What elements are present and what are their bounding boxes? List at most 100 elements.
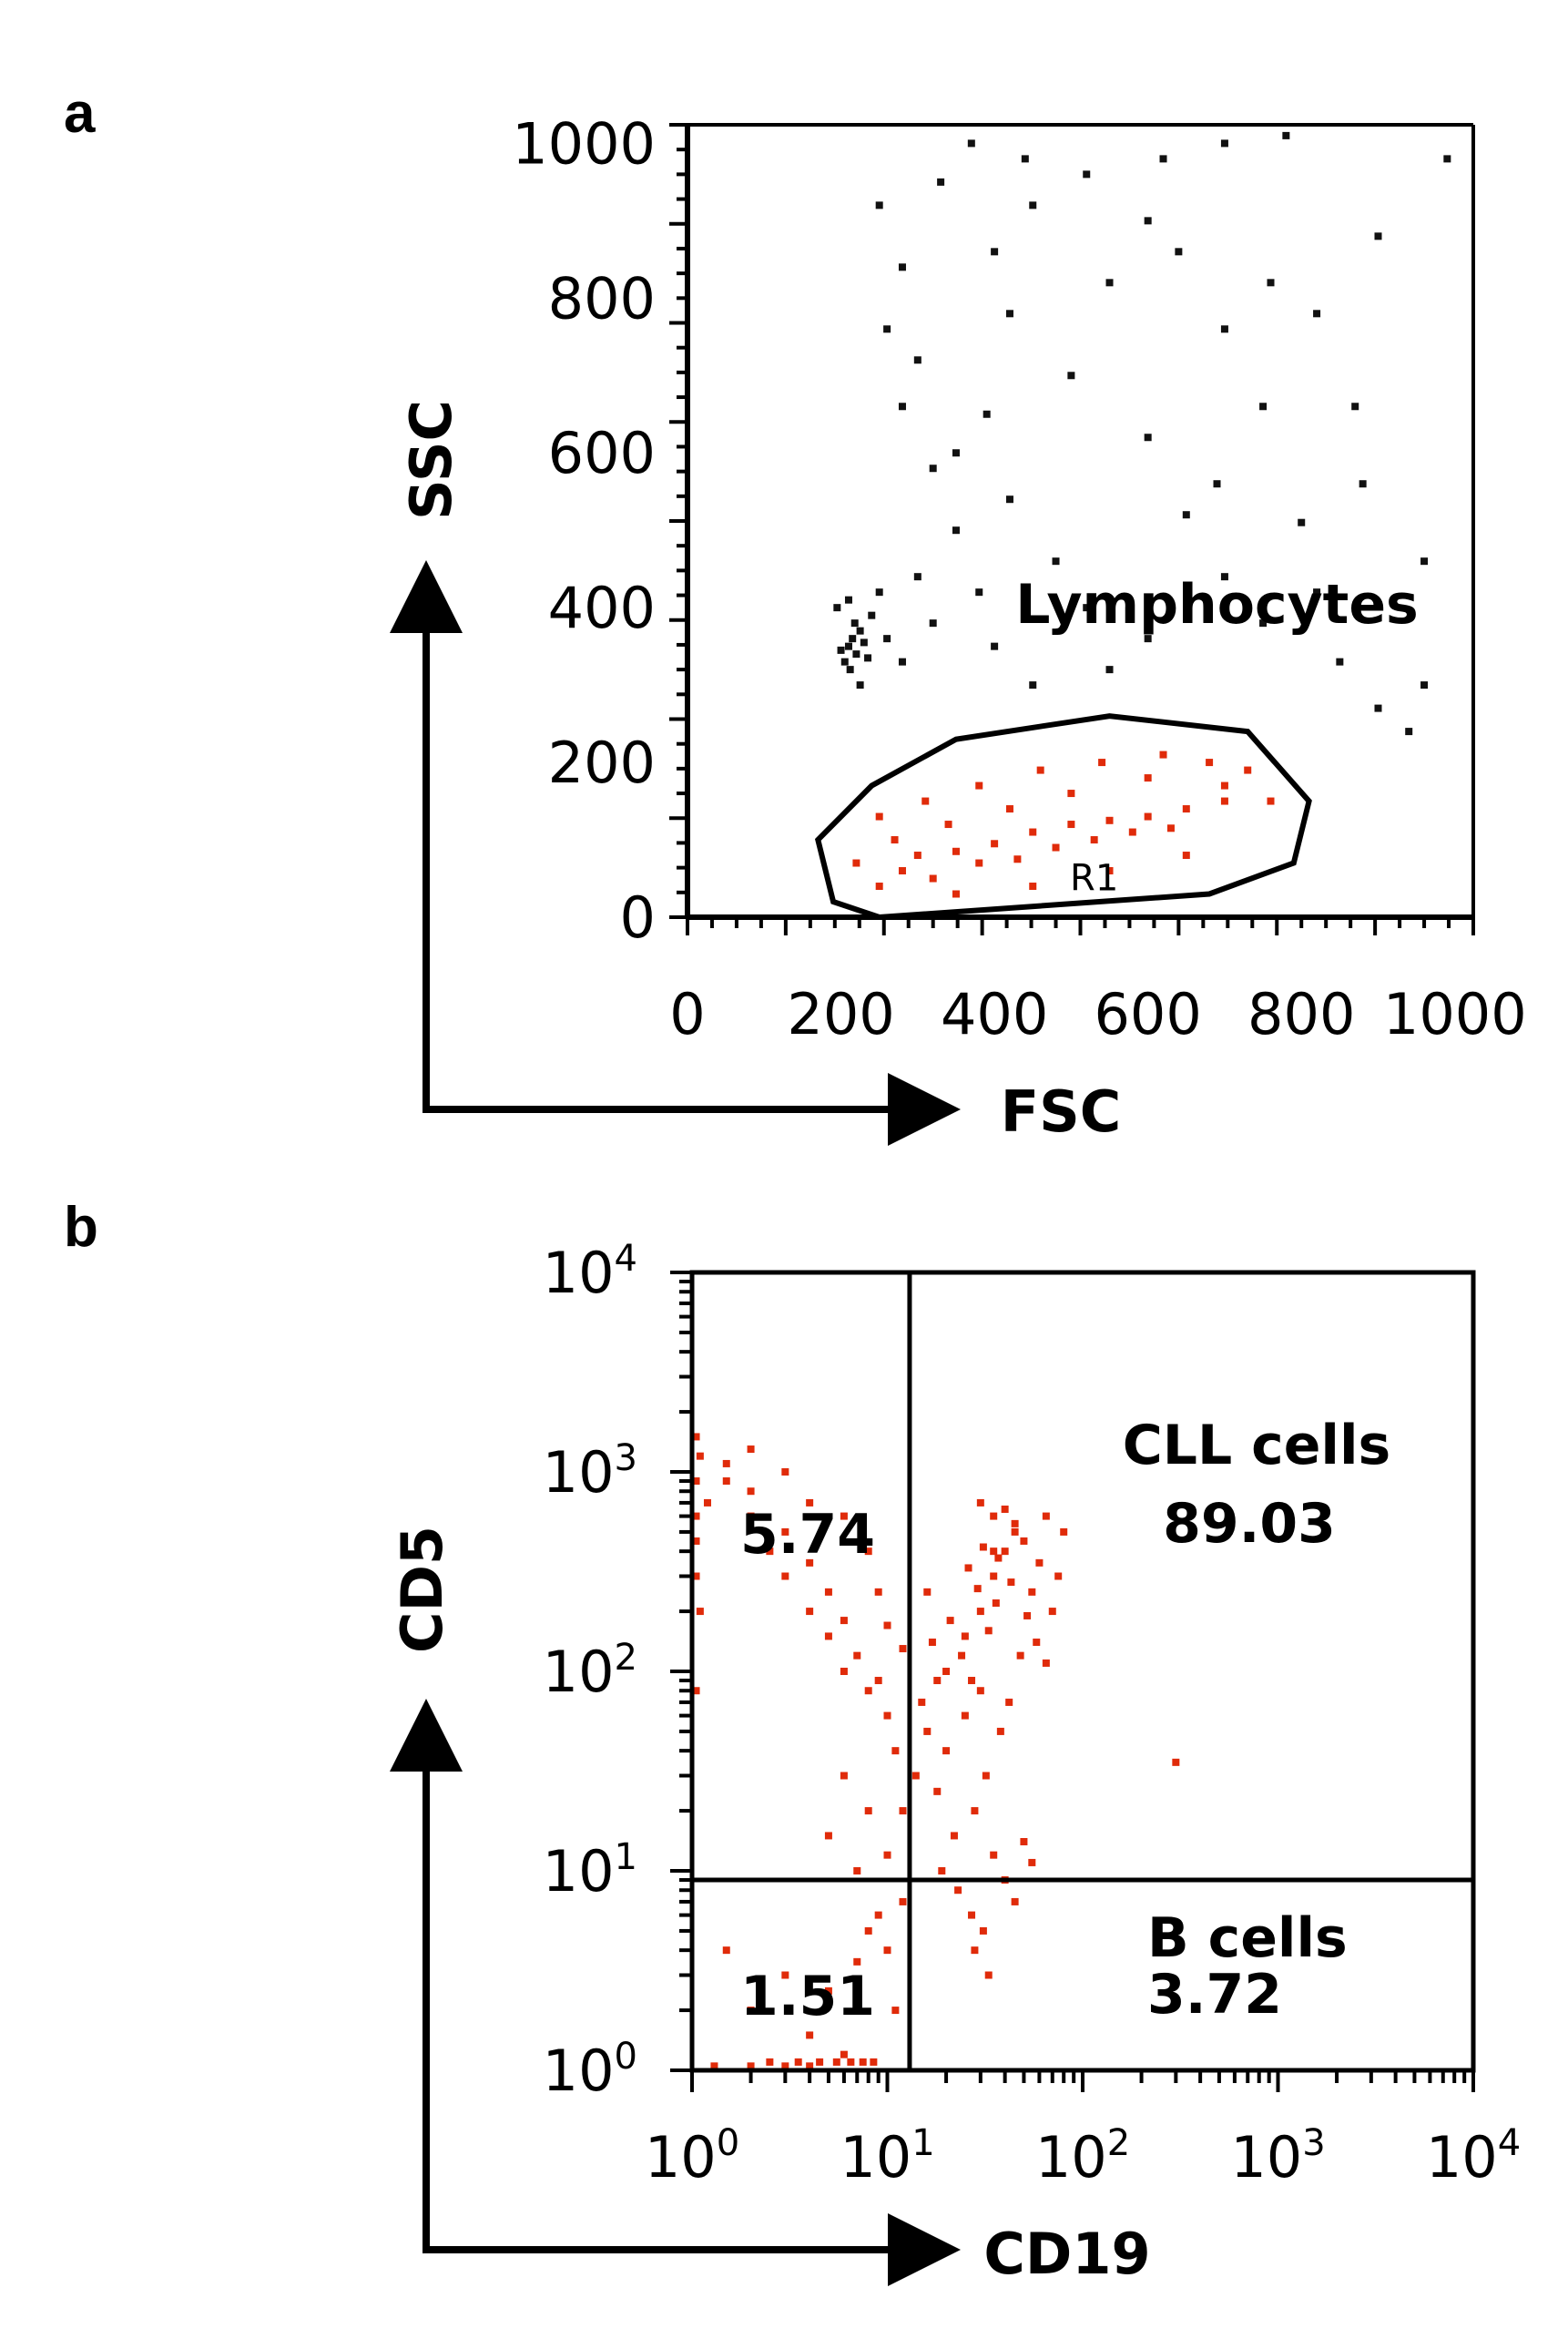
lymphocyte-event-36 — [1105, 867, 1114, 875]
panel-b-x-tick-label: 102 — [1035, 2122, 1130, 2191]
cd19-cd5-event-82 — [874, 1677, 882, 1685]
lymphocyte-event-34 — [952, 890, 960, 898]
other-event-46 — [1005, 310, 1013, 318]
other-event-28 — [1182, 511, 1190, 519]
cd19-cd5-event-73 — [840, 1668, 848, 1675]
panel-b-x-tick-label: 100 — [645, 2122, 739, 2191]
cd19-cd5-event-30 — [979, 1543, 987, 1551]
cd19-cd5-event-43 — [1020, 1837, 1028, 1845]
cd19-cd5-event-102 — [806, 2031, 814, 2039]
cd19-cd5-event-118 — [747, 2062, 755, 2070]
other-event-25 — [1083, 604, 1091, 612]
cd19-cd5-event-1 — [961, 1632, 969, 1640]
cd19-cd5-event-122 — [1172, 1758, 1180, 1766]
lymphocyte-event-37 — [1182, 852, 1190, 860]
cd19-cd5-event-111 — [766, 2058, 774, 2066]
other-event-9 — [864, 654, 872, 662]
other-event-56 — [1144, 434, 1152, 442]
lymphocyte-event-26 — [875, 812, 883, 821]
panel-a-y-tick-label: 1000 — [512, 110, 656, 177]
cd19-cd5-event-106 — [864, 1926, 872, 1935]
panel-b-x-title: CD19 — [983, 2221, 1150, 2287]
lymphocyte-event-10 — [929, 874, 937, 883]
other-event-58 — [1374, 232, 1382, 240]
other-event-40 — [952, 449, 960, 457]
lymphocyte-event-0 — [913, 852, 921, 860]
panel-a-points — [833, 131, 1451, 898]
cd19-cd5-event-31 — [994, 1554, 1003, 1562]
cd19-cd5-event-37 — [954, 1886, 962, 1895]
other-event-60 — [1159, 155, 1167, 163]
cd19-cd5-event-9 — [933, 1787, 942, 1795]
lymphocyte-event-6 — [1144, 812, 1152, 821]
lymphocyte-event-8 — [1220, 797, 1228, 805]
cd19-cd5-event-89 — [874, 1588, 882, 1596]
other-event-54 — [1313, 310, 1321, 318]
cd19-cd5-event-117 — [870, 2058, 878, 2066]
lymphocyte-event-35 — [1029, 883, 1037, 891]
cd19-cd5-event-103 — [824, 1987, 832, 1995]
other-event-15 — [883, 635, 891, 643]
lymphocyte-event-33 — [1244, 766, 1252, 774]
panel-a-y-tick-label: 0 — [620, 884, 656, 951]
other-event-43 — [898, 263, 906, 271]
other-event-35 — [1420, 557, 1429, 566]
cd19-cd5-event-62 — [696, 1608, 704, 1616]
cd19-cd5-event-68 — [747, 1512, 755, 1520]
cd19-cd5-event-76 — [747, 1487, 755, 1496]
cd19-cd5-event-67 — [722, 1477, 730, 1486]
cd19-cd5-event-24 — [968, 1677, 976, 1685]
cd19-cd5-event-80 — [840, 1617, 848, 1625]
other-event-62 — [1282, 131, 1290, 139]
cd19-cd5-event-85 — [781, 1468, 789, 1476]
cd19-cd5-event-61 — [692, 1512, 700, 1520]
lymphocyte-event-27 — [921, 797, 930, 805]
cd19-cd5-event-119 — [781, 2062, 789, 2070]
panel-a-x-tick-label: 800 — [1247, 981, 1355, 1047]
cd19-cd5-event-18 — [1020, 1537, 1028, 1545]
panel-a-letter: a — [64, 82, 96, 145]
cd19-cd5-event-63 — [692, 1687, 700, 1695]
panel-b-letter: b — [64, 1196, 98, 1259]
cd19-cd5-event-100 — [747, 2007, 755, 2015]
other-event-55 — [1351, 403, 1359, 411]
other-event-20 — [975, 588, 983, 597]
lymphocyte-event-23 — [1144, 774, 1152, 782]
other-event-48 — [1067, 372, 1075, 380]
cd19-cd5-event-27 — [973, 1585, 982, 1593]
cd19-cd5-event-94 — [883, 1851, 891, 1859]
other-event-26 — [1105, 666, 1114, 674]
cd19-cd5-event-25 — [984, 1627, 993, 1635]
panel-b-x-tick-label: 101 — [840, 2122, 934, 2191]
cd19-cd5-event-2 — [976, 1608, 984, 1616]
cd19-cd5-event-92 — [891, 1747, 900, 1755]
cd19-cd5-event-70 — [781, 1572, 789, 1580]
cd19-cd5-event-84 — [747, 1445, 755, 1454]
other-event-13 — [856, 681, 864, 689]
cd19-cd5-event-40 — [990, 1851, 998, 1859]
panel-a-tick-labels: 0 200 400 600 800 1000 0 200 400 600 800 1000 — [512, 110, 1526, 1047]
cd19-cd5-event-49 — [918, 1698, 926, 1706]
cd19-cd5-event-15 — [1016, 1651, 1024, 1660]
cd19-cd5-event-7 — [961, 1711, 969, 1720]
cd19-cd5-event-28 — [946, 1617, 954, 1625]
other-event-2 — [849, 635, 857, 643]
other-event-30 — [1259, 619, 1268, 628]
cd19-cd5-event-58 — [692, 1572, 700, 1580]
cd19-cd5-event-112 — [794, 2058, 802, 2066]
cd19-cd5-event-81 — [853, 1651, 861, 1660]
cd19-cd5-event-104 — [840, 2050, 848, 2058]
other-event-31 — [1298, 518, 1306, 526]
panel-a-x-tick-label: 400 — [941, 981, 1048, 1047]
other-event-34 — [1405, 728, 1413, 736]
other-event-37 — [929, 465, 937, 473]
cd19-cd5-event-83 — [722, 1459, 730, 1467]
lymphocyte-event-31 — [1159, 751, 1167, 759]
other-event-51 — [1175, 248, 1183, 256]
cd19-cd5-event-66 — [703, 1498, 711, 1507]
panel-a-y-tick-label: 200 — [548, 730, 656, 796]
cd19-cd5-event-88 — [864, 1547, 872, 1556]
panel-a-x-tick-label: 600 — [1094, 981, 1201, 1047]
panel-b-x-tick-label: 104 — [1426, 2122, 1521, 2191]
